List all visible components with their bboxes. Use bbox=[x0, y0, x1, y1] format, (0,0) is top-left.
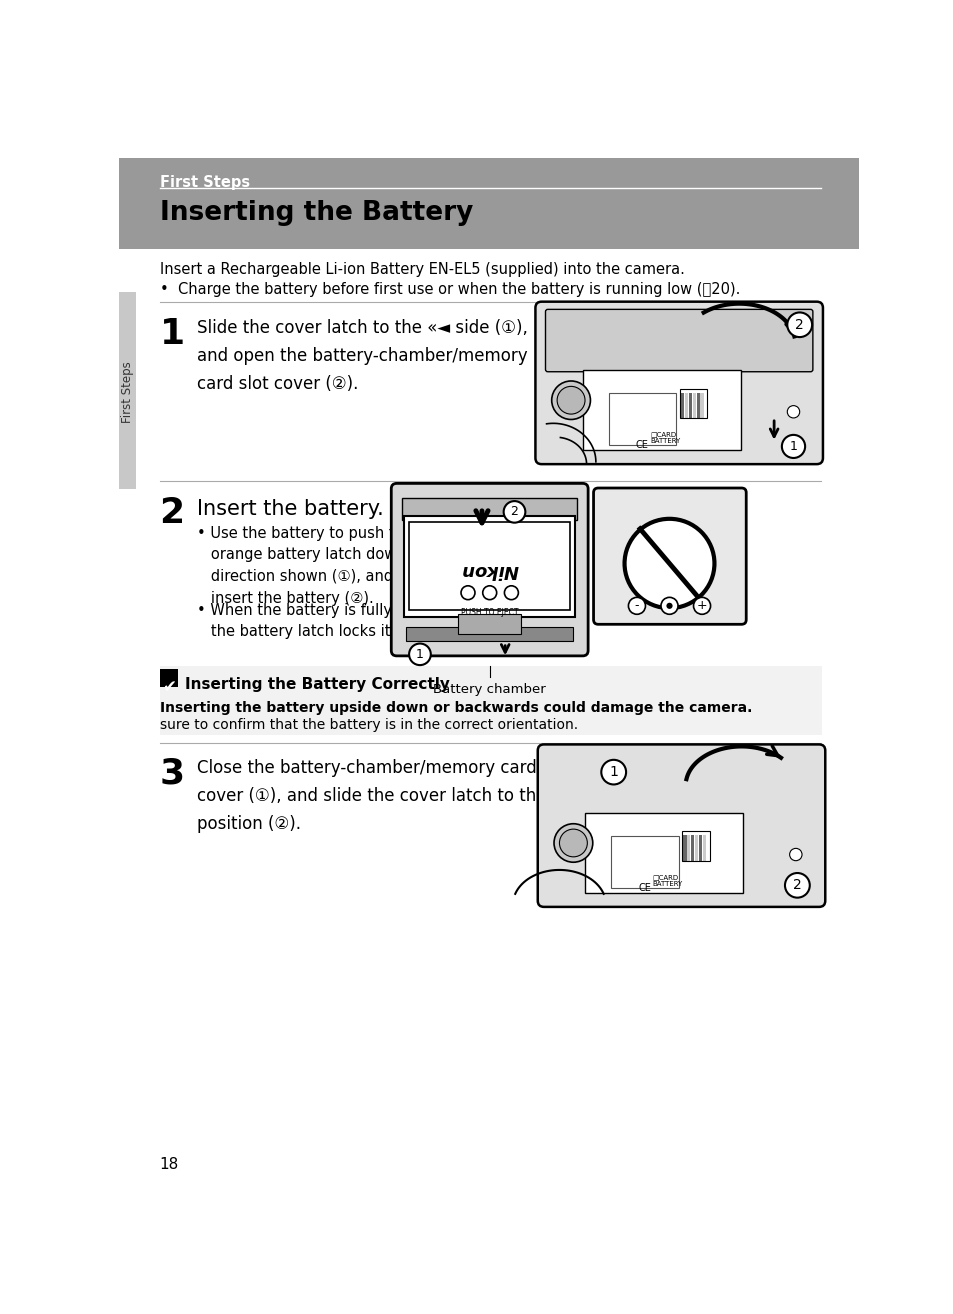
Circle shape bbox=[554, 824, 592, 862]
Text: Slide the cover latch to the «◄ side (①),
and open the battery-chamber/memory
ca: Slide the cover latch to the «◄ side (①)… bbox=[196, 319, 527, 393]
Text: Inserting the Battery: Inserting the Battery bbox=[159, 200, 473, 226]
Circle shape bbox=[460, 586, 475, 599]
Circle shape bbox=[786, 313, 811, 338]
Circle shape bbox=[558, 829, 587, 857]
FancyBboxPatch shape bbox=[409, 522, 570, 610]
Circle shape bbox=[693, 598, 710, 614]
Text: 1: 1 bbox=[416, 648, 423, 661]
Text: 1: 1 bbox=[609, 765, 618, 779]
Text: 18: 18 bbox=[159, 1158, 178, 1172]
Text: □CARD
BATTERY: □CARD BATTERY bbox=[649, 431, 679, 444]
Bar bbox=[682, 836, 686, 862]
Text: 2: 2 bbox=[792, 878, 801, 892]
Circle shape bbox=[409, 644, 431, 665]
Circle shape bbox=[503, 501, 525, 523]
Text: ✔: ✔ bbox=[162, 678, 175, 696]
Text: First Steps: First Steps bbox=[121, 361, 134, 423]
Text: 2: 2 bbox=[159, 497, 185, 531]
Text: Close the battery-chamber/memory card slot
cover (①), and slide the cover latch : Close the battery-chamber/memory card sl… bbox=[196, 759, 578, 833]
FancyBboxPatch shape bbox=[608, 393, 676, 445]
Text: Inserting the battery upside down or backwards could damage the camera.: Inserting the battery upside down or bac… bbox=[159, 702, 751, 715]
Circle shape bbox=[789, 849, 801, 861]
Circle shape bbox=[557, 386, 584, 414]
Bar bbox=[681, 832, 709, 861]
Text: Nikon: Nikon bbox=[460, 561, 518, 578]
Text: sure to confirm that the battery is in the correct orientation.: sure to confirm that the battery is in t… bbox=[159, 719, 578, 732]
Circle shape bbox=[504, 586, 517, 599]
FancyBboxPatch shape bbox=[537, 745, 824, 907]
Bar bbox=[696, 393, 699, 419]
Text: Insert a Rechargeable Li-ion Battery EN-EL5 (supplied) into the camera.: Insert a Rechargeable Li-ion Battery EN-… bbox=[159, 263, 683, 277]
Text: +: + bbox=[696, 599, 706, 612]
Circle shape bbox=[628, 598, 645, 614]
Bar bbox=[119, 158, 858, 248]
Text: -: - bbox=[634, 599, 639, 612]
Text: CE: CE bbox=[636, 440, 648, 451]
FancyBboxPatch shape bbox=[535, 302, 822, 464]
Text: PUSH TO EJECT: PUSH TO EJECT bbox=[460, 608, 517, 618]
FancyBboxPatch shape bbox=[593, 487, 745, 624]
Bar bbox=[702, 836, 705, 862]
Text: 1: 1 bbox=[159, 317, 185, 351]
Bar bbox=[119, 293, 136, 489]
Circle shape bbox=[784, 872, 809, 897]
Circle shape bbox=[624, 519, 714, 608]
Bar bbox=[695, 836, 698, 862]
Bar bbox=[699, 836, 701, 862]
Bar bbox=[159, 669, 178, 687]
Circle shape bbox=[551, 381, 590, 419]
FancyBboxPatch shape bbox=[611, 836, 679, 888]
Text: • When the battery is fully inserted,
   the battery latch locks it in place.: • When the battery is fully inserted, th… bbox=[196, 603, 461, 640]
Bar bbox=[691, 836, 694, 862]
Bar bbox=[406, 627, 573, 641]
Circle shape bbox=[660, 598, 678, 614]
Circle shape bbox=[786, 406, 799, 418]
FancyBboxPatch shape bbox=[404, 515, 575, 618]
FancyBboxPatch shape bbox=[457, 614, 521, 635]
FancyBboxPatch shape bbox=[582, 371, 740, 451]
Text: 2: 2 bbox=[510, 506, 517, 519]
Text: First Steps: First Steps bbox=[159, 175, 250, 189]
Text: 2: 2 bbox=[795, 318, 803, 331]
Text: •  Charge the battery before first use or when the battery is running low (20).: • Charge the battery before first use or… bbox=[159, 283, 740, 297]
Text: 3: 3 bbox=[159, 757, 185, 791]
FancyBboxPatch shape bbox=[545, 309, 812, 372]
Bar bbox=[679, 389, 707, 418]
Bar bbox=[402, 498, 577, 519]
Bar bbox=[684, 393, 687, 419]
Bar bbox=[686, 836, 690, 862]
Bar bbox=[159, 666, 821, 735]
Circle shape bbox=[666, 603, 672, 608]
Bar bbox=[700, 393, 703, 419]
Circle shape bbox=[482, 586, 497, 599]
Text: • Use the battery to push the
   orange battery latch down in the
   direction s: • Use the battery to push the orange bat… bbox=[196, 526, 452, 606]
Circle shape bbox=[781, 435, 804, 459]
Text: Battery chamber: Battery chamber bbox=[433, 683, 545, 696]
FancyBboxPatch shape bbox=[391, 484, 587, 656]
Bar bbox=[692, 393, 695, 419]
Bar bbox=[688, 393, 691, 419]
Circle shape bbox=[600, 759, 625, 784]
Text: Insert the battery.: Insert the battery. bbox=[196, 499, 383, 519]
Text: CE: CE bbox=[638, 883, 651, 894]
Text: □CARD
BATTERY: □CARD BATTERY bbox=[652, 874, 682, 887]
FancyBboxPatch shape bbox=[584, 813, 742, 894]
Bar bbox=[680, 393, 683, 419]
Text: Inserting the Battery Correctly: Inserting the Battery Correctly bbox=[185, 677, 450, 691]
Text: 1: 1 bbox=[789, 440, 797, 453]
